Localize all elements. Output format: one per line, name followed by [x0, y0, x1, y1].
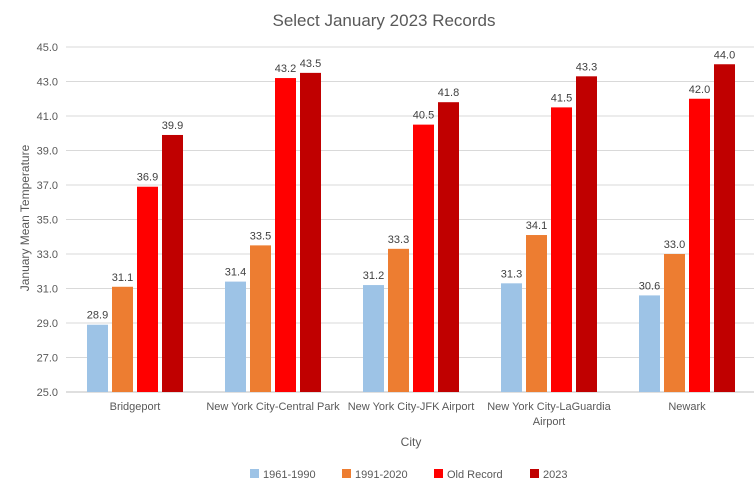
- data-label: 41.8: [438, 87, 459, 99]
- data-label: 31.3: [501, 268, 522, 280]
- y-tick-label: 35.0: [37, 215, 58, 227]
- legend-label: 2023: [543, 469, 567, 481]
- data-label: 42.0: [689, 84, 710, 96]
- data-label: 34.1: [526, 220, 547, 232]
- data-label: 33.5: [250, 230, 271, 242]
- x-tick-label: New York City-LaGuardia: [487, 401, 611, 413]
- x-tick-label: New York City-Central Park: [206, 401, 340, 413]
- x-tick-label: Bridgeport: [110, 401, 161, 413]
- bar: [501, 283, 522, 392]
- legend-label: 1961-1990: [263, 469, 316, 481]
- y-axis-ticks: 25.0 27.0 29.0 31.0 33.0 35.0 37.0 39.0 41.0 43.0…: [37, 42, 58, 399]
- bar: [300, 72, 321, 392]
- data-label: 43.2: [275, 63, 296, 75]
- data-label: 41.5: [551, 92, 572, 104]
- bar: [551, 107, 572, 392]
- legend: 1961-1990 1991-2020 Old Record 2023: [250, 469, 567, 481]
- data-label: 40.5: [413, 110, 434, 122]
- data-label: 33.3: [388, 234, 409, 246]
- y-tick-label: 33.0: [37, 249, 58, 261]
- legend-swatch: [250, 469, 259, 478]
- y-tick-label: 41.0: [37, 111, 58, 123]
- data-label: 33.0: [664, 239, 685, 251]
- data-label: 43.3: [576, 61, 597, 73]
- data-label: 39.9: [162, 120, 183, 132]
- bar: [250, 245, 271, 392]
- data-label: 28.9: [87, 310, 108, 322]
- bar: [87, 324, 108, 392]
- data-label: 43.5: [300, 58, 321, 70]
- bar: [137, 186, 158, 392]
- y-tick-label: 29.0: [37, 318, 58, 330]
- bar: [714, 64, 735, 392]
- x-tick-label: New York City-JFK Airport: [348, 401, 475, 413]
- data-label: 31.4: [225, 267, 246, 279]
- data-label: 31.2: [363, 270, 384, 282]
- bar: [112, 286, 133, 392]
- data-label: 31.1: [112, 272, 133, 284]
- data-labels: 28.9 31.1 36.9 39.9 31.4 33.5 43.2 43.5 31.2 33.3…: [87, 49, 735, 321]
- bar: [388, 248, 409, 392]
- y-tick-label: 25.0: [37, 387, 58, 399]
- y-tick-label: 31.0: [37, 284, 58, 296]
- bar: [526, 235, 547, 392]
- bar: [413, 124, 434, 392]
- bar: [275, 78, 296, 393]
- y-tick-label: 27.0: [37, 353, 58, 365]
- bar: [162, 134, 183, 392]
- bar: [438, 102, 459, 392]
- legend-label: Old Record: [447, 469, 503, 481]
- bar: [225, 281, 246, 392]
- legend-swatch: [530, 469, 539, 478]
- bar: [639, 295, 660, 392]
- legend-swatch: [434, 469, 443, 478]
- data-label: 30.6: [639, 280, 660, 292]
- bars: [87, 64, 735, 393]
- y-tick-label: 45.0: [37, 42, 58, 54]
- chart-title: Select January 2023 Records: [272, 11, 495, 30]
- bar: [363, 285, 384, 392]
- legend-swatch: [342, 469, 351, 478]
- y-tick-label: 39.0: [37, 146, 58, 158]
- data-label: 44.0: [714, 49, 735, 61]
- x-tick-label: Airport: [533, 416, 565, 428]
- legend-label: 1991-2020: [355, 469, 408, 481]
- x-tick-label: Newark: [668, 401, 706, 413]
- x-axis-ticks: Bridgeport New York City-Central Park New …: [110, 401, 707, 428]
- y-tick-label: 43.0: [37, 77, 58, 89]
- bar: [689, 98, 710, 392]
- data-label: 36.9: [137, 172, 158, 184]
- y-axis-title: January Mean Temperature: [18, 144, 32, 291]
- x-axis-title: City: [401, 435, 422, 449]
- y-tick-label: 37.0: [37, 180, 58, 192]
- bar: [576, 76, 597, 392]
- bar: [664, 254, 685, 392]
